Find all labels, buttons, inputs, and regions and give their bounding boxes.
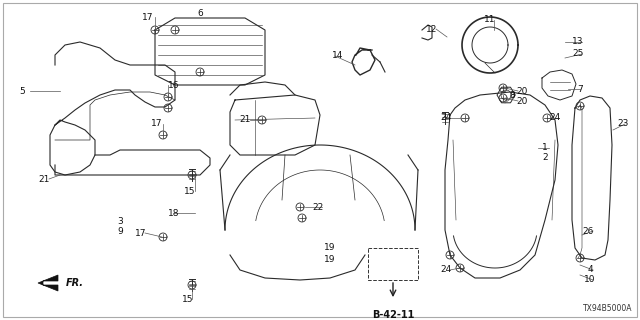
Text: 7: 7: [577, 84, 583, 93]
Text: 10: 10: [584, 276, 596, 284]
Text: 22: 22: [312, 203, 324, 212]
Text: 19: 19: [324, 255, 336, 265]
Bar: [368, 248, 418, 280]
Text: 6: 6: [197, 10, 203, 19]
Text: 13: 13: [572, 37, 584, 46]
Text: 20: 20: [516, 86, 528, 95]
Text: FR.: FR.: [66, 278, 84, 288]
Polygon shape: [38, 275, 58, 291]
Text: 9: 9: [117, 228, 123, 236]
Text: 17: 17: [151, 119, 163, 129]
Text: 8: 8: [509, 92, 515, 100]
Text: 4: 4: [587, 266, 593, 275]
Text: 11: 11: [484, 15, 496, 25]
Text: 21: 21: [239, 116, 251, 124]
Text: 2: 2: [542, 154, 548, 163]
Text: 12: 12: [426, 25, 438, 34]
Text: 21: 21: [38, 174, 50, 183]
Text: 19: 19: [324, 244, 336, 252]
Text: B-42-11: B-42-11: [372, 310, 414, 320]
Text: TX94B5000A: TX94B5000A: [582, 304, 632, 313]
Text: 16: 16: [168, 81, 180, 90]
Text: 26: 26: [582, 227, 594, 236]
Text: 5: 5: [19, 86, 25, 95]
Text: 14: 14: [332, 52, 344, 60]
Text: 20: 20: [516, 97, 528, 106]
Text: 17: 17: [142, 12, 154, 21]
Text: 25: 25: [572, 50, 584, 59]
Text: 1: 1: [542, 143, 548, 153]
Text: 23: 23: [618, 119, 628, 129]
Text: 24: 24: [440, 114, 452, 123]
Text: 24: 24: [549, 114, 561, 123]
Text: 15: 15: [184, 187, 196, 196]
Text: 24: 24: [440, 266, 452, 275]
Text: 18: 18: [168, 209, 180, 218]
Text: 3: 3: [117, 218, 123, 227]
Text: 15: 15: [182, 294, 194, 303]
Text: 17: 17: [135, 228, 147, 237]
